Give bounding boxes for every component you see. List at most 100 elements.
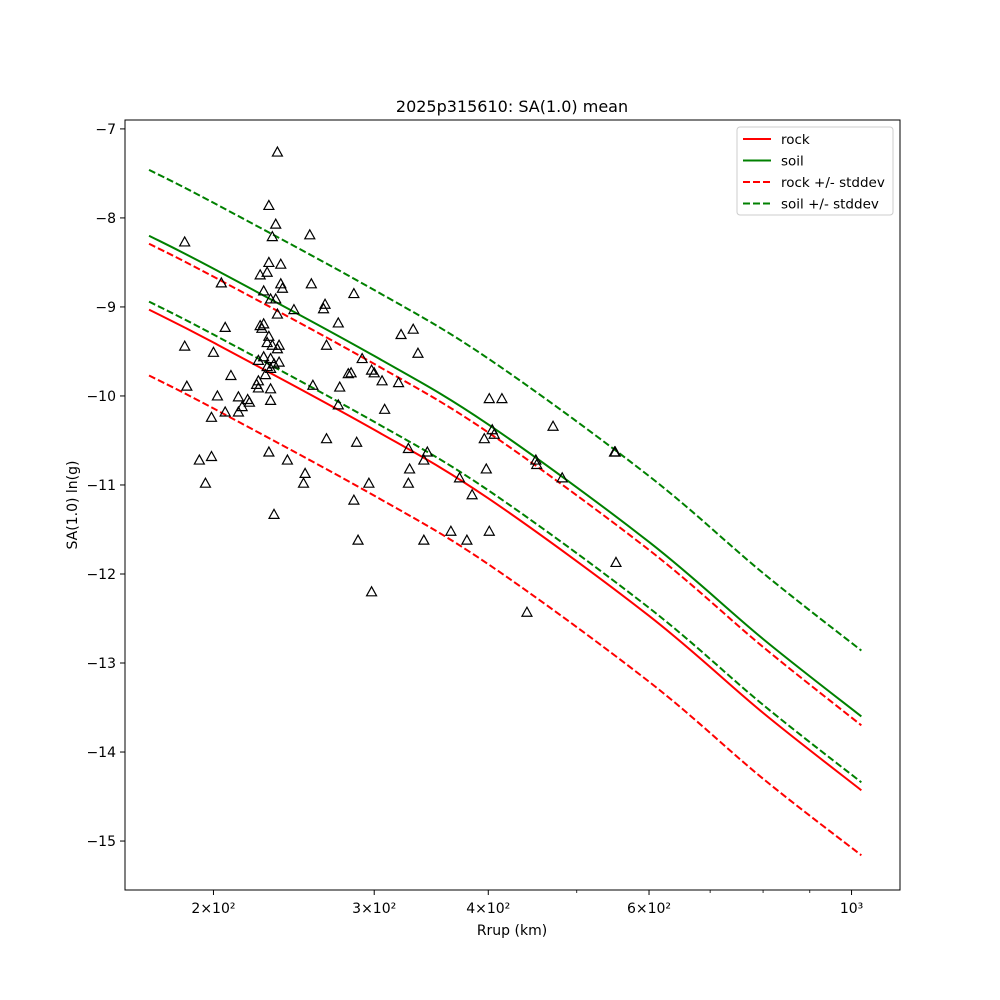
x-tick-label: 2×10² <box>191 901 235 917</box>
data-point <box>178 235 191 247</box>
data-point <box>319 298 332 309</box>
data-point <box>356 352 369 364</box>
data-point <box>362 476 375 488</box>
y-tick-label: −13 <box>86 656 116 672</box>
data-point <box>547 419 560 431</box>
data-point <box>281 453 294 465</box>
data-point <box>224 369 237 381</box>
data-point <box>303 228 316 240</box>
data-point <box>199 476 212 488</box>
data-point <box>488 427 501 439</box>
data-point <box>365 585 378 597</box>
y-tick-label: −8 <box>95 211 116 227</box>
legend-label: rock +/- stddev <box>781 175 885 191</box>
data-point <box>332 316 345 328</box>
data-point <box>297 476 310 488</box>
x-tick-label: 4×10² <box>466 901 510 917</box>
y-tick-label: −11 <box>86 478 116 494</box>
data-point <box>342 367 355 379</box>
x-axis-label: Rrup (km) <box>477 923 547 939</box>
data-point <box>262 199 275 211</box>
data-point <box>320 338 333 350</box>
data-point <box>219 321 232 333</box>
x-axis: 2×10² 3×10² 4×10² 6×10² 10³ <box>191 890 863 917</box>
data-point <box>267 357 281 369</box>
plot-area-frame <box>124 119 901 891</box>
data-point <box>444 525 457 536</box>
data-point <box>266 338 279 350</box>
data-point <box>478 432 491 444</box>
y-tick-label: −12 <box>86 567 116 583</box>
data-point <box>352 533 365 545</box>
legend-label: soil +/- stddev <box>781 197 879 213</box>
data-point <box>269 292 282 304</box>
data-point <box>232 390 245 402</box>
data-point <box>269 217 282 229</box>
data-point <box>480 462 493 474</box>
legend-box <box>736 126 894 216</box>
legend-label: soil <box>781 154 804 170</box>
data-point <box>276 282 289 293</box>
data-point <box>211 389 224 401</box>
data-point <box>257 350 270 362</box>
series-line-soil-plus-stddev <box>148 168 862 652</box>
series-line-soil <box>148 234 862 718</box>
data-point <box>453 471 466 483</box>
data-point <box>417 453 430 465</box>
data-point <box>261 265 274 277</box>
data-point <box>207 346 220 357</box>
data-point <box>257 284 270 296</box>
data-point <box>215 276 228 288</box>
data-point <box>299 467 312 478</box>
data-point <box>267 508 281 519</box>
data-point <box>529 453 542 465</box>
data-point <box>378 403 391 414</box>
data-point <box>273 355 286 367</box>
data-point <box>347 493 360 505</box>
data-point <box>403 462 416 474</box>
data-point <box>368 366 381 378</box>
data-point <box>178 339 191 351</box>
data-point <box>609 556 622 568</box>
data-point <box>332 398 345 410</box>
chart-title: 2025p315610: SA(1.0) mean <box>396 97 628 116</box>
data-point <box>466 488 479 500</box>
y-tick-label: −7 <box>95 122 116 138</box>
data-point <box>609 445 622 457</box>
data-point <box>262 445 275 457</box>
data-point <box>320 432 333 444</box>
x-tick-label: 3×10² <box>352 901 396 917</box>
model-lines <box>148 168 862 857</box>
data-point <box>264 394 277 406</box>
data-point <box>264 382 277 394</box>
x-tick-label: 10³ <box>840 901 863 917</box>
data-point <box>305 277 318 289</box>
data-point <box>556 471 569 483</box>
data-point <box>243 395 256 407</box>
series-line-rock <box>148 308 862 792</box>
data-point <box>347 287 360 299</box>
data-point <box>530 458 543 470</box>
data-point <box>287 303 300 315</box>
data-point <box>306 379 319 390</box>
data-point <box>520 606 533 617</box>
data-point <box>252 381 265 393</box>
data-point <box>421 445 434 457</box>
y-axis: −7 −8 −9 −10 −11 −12 −13 −14 −15 <box>86 122 125 850</box>
data-point <box>232 405 245 417</box>
data-point <box>392 376 405 388</box>
data-point <box>417 533 430 545</box>
data-point <box>205 411 218 422</box>
data-point <box>259 368 272 380</box>
legend-label: rock <box>781 132 810 148</box>
series-line-rock-minus-stddev <box>148 374 862 857</box>
data-point <box>273 338 286 350</box>
y-tick-label: −14 <box>86 745 116 761</box>
data-point <box>376 374 389 386</box>
data-point <box>274 257 287 269</box>
data-point <box>365 363 378 375</box>
data-point <box>402 442 415 454</box>
data-point <box>274 277 287 289</box>
data-point <box>252 374 265 386</box>
